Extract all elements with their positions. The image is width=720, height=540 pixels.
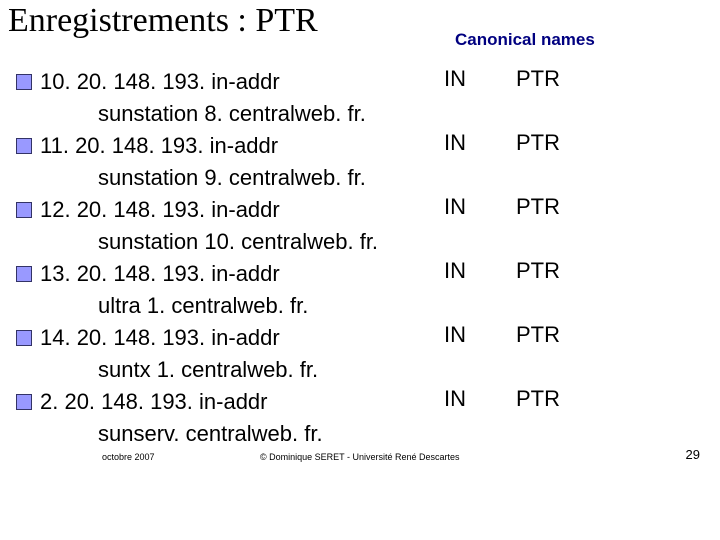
- record-addr: 14. 20. 148. 193. in-addr: [16, 322, 704, 354]
- bullet-icon: [16, 74, 32, 90]
- record-type: PTR: [516, 258, 560, 284]
- bullet-icon: [16, 330, 32, 346]
- record-type: PTR: [516, 386, 560, 412]
- record-class: IN: [444, 194, 466, 220]
- record-addr: 13. 20. 148. 193. in-addr: [16, 258, 704, 290]
- record-type: PTR: [516, 194, 560, 220]
- record-class: IN: [444, 66, 466, 92]
- record-host: sunserv. centralweb. fr.: [16, 418, 704, 450]
- record-addr: 12. 20. 148. 193. in-addr: [16, 194, 704, 226]
- ptr-record: 14. 20. 148. 193. in-addrIN PTR suntx 1. c…: [16, 322, 704, 386]
- record-host: suntx 1. centralweb. fr.: [16, 354, 704, 386]
- bullet-icon: [16, 394, 32, 410]
- record-addr: 11. 20. 148. 193. in-addr: [16, 130, 704, 162]
- record-type: PTR: [516, 66, 560, 92]
- record-host: sunstation 8. centralweb. fr.: [16, 98, 704, 130]
- record-addr: 10. 20. 148. 193. in-addr: [16, 66, 704, 98]
- footer-date: octobre 2007: [102, 452, 155, 462]
- slide-subtitle: Canonical names: [455, 30, 595, 50]
- record-host: sunstation 9. centralweb. fr.: [16, 162, 704, 194]
- bullet-icon: [16, 202, 32, 218]
- ptr-record: 13. 20. 148. 193. in-addrIN PTR ultra 1. c…: [16, 258, 704, 322]
- footer-center: © Dominique SERET - Université René Desc…: [260, 452, 460, 462]
- records-container: 10. 20. 148. 193. in-addrINPTRsunstation…: [16, 66, 704, 450]
- record-class: IN: [444, 130, 466, 156]
- ptr-record: 2. 20. 148. 193. in-addrIN PTR sunserv. ce…: [16, 386, 704, 450]
- bullet-icon: [16, 138, 32, 154]
- bullet-icon: [16, 266, 32, 282]
- page-number: 29: [686, 447, 700, 462]
- ptr-record: 11. 20. 148. 193. in-addrIN PTR sunstation…: [16, 130, 704, 194]
- record-addr: 2. 20. 148. 193. in-addr: [16, 386, 704, 418]
- record-class: IN: [444, 258, 466, 284]
- record-class: IN: [444, 386, 466, 412]
- record-host: sunstation 10. centralweb. fr.: [16, 226, 704, 258]
- record-class: IN: [444, 322, 466, 348]
- ptr-record: 12. 20. 148. 193. in-addrIN PTR sunstation…: [16, 194, 704, 258]
- slide-title: Enregistrements : PTR: [8, 2, 318, 40]
- record-type: PTR: [516, 130, 560, 156]
- ptr-record: 10. 20. 148. 193. in-addrIN PTR sunstation…: [16, 66, 704, 130]
- record-type: PTR: [516, 322, 560, 348]
- record-host: ultra 1. centralweb. fr.: [16, 290, 704, 322]
